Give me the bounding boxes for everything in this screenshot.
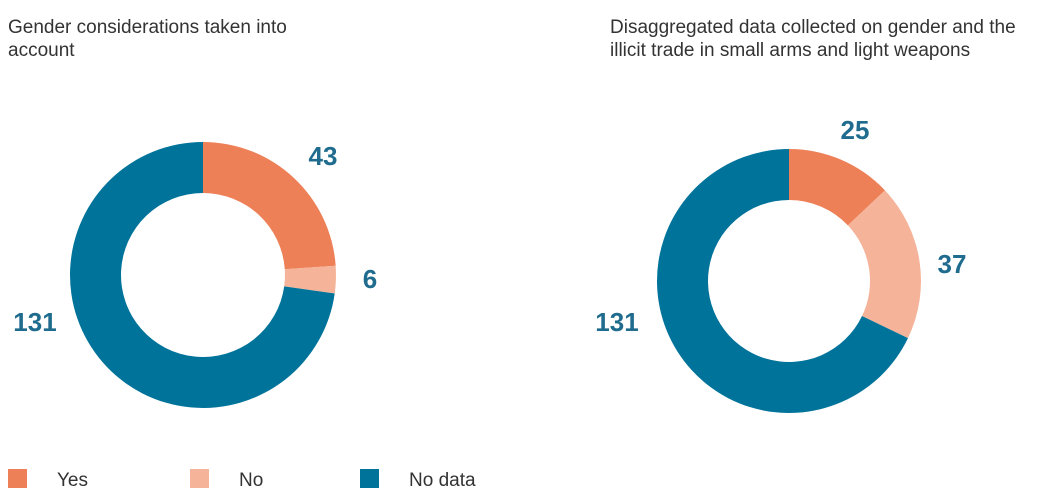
value-label-no-data: 131 bbox=[595, 307, 638, 337]
value-label-no: 6 bbox=[363, 264, 377, 294]
legend-label-no: No bbox=[239, 470, 264, 491]
legend-swatch-yes bbox=[8, 469, 27, 488]
legend-label-no-data: No data bbox=[409, 470, 476, 491]
donut-slice-no bbox=[284, 265, 337, 294]
donut-slice-no-data bbox=[656, 149, 908, 413]
donut-slice-yes bbox=[203, 142, 336, 270]
legend-swatch-no-data bbox=[360, 469, 379, 488]
donut-slice-no-data bbox=[69, 142, 335, 408]
legend-swatch-no bbox=[190, 469, 209, 488]
value-label-yes: 25 bbox=[841, 115, 870, 145]
chart-title-gender-considerations: Gender considerations taken into account bbox=[8, 17, 287, 61]
legend-label-yes: Yes bbox=[57, 470, 88, 491]
value-label-no-data: 131 bbox=[13, 307, 56, 337]
value-label-yes: 43 bbox=[309, 141, 338, 171]
donut-slice-no bbox=[847, 190, 922, 339]
donut-slice-yes bbox=[789, 149, 885, 226]
value-label-no: 37 bbox=[938, 249, 967, 279]
chart-title-disaggregated-data: Disaggregated data collected on gender a… bbox=[610, 17, 1016, 61]
